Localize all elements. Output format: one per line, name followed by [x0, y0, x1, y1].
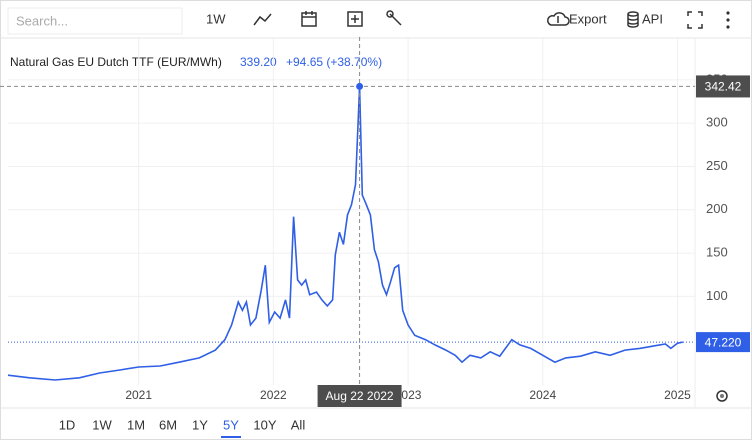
export-icon[interactable] [547, 12, 570, 26]
header-price: 339.20 [240, 55, 277, 69]
symbol-title: Natural Gas EU Dutch TTF (EUR/MWh) [10, 55, 222, 69]
range-button[interactable]: 1Y [192, 417, 208, 432]
x-tick-label: 2024 [529, 388, 556, 402]
search-placeholder[interactable]: Search... [16, 13, 68, 28]
range-button[interactable]: 1W [92, 417, 112, 432]
range-button[interactable]: All [291, 417, 306, 432]
search-box[interactable] [7, 7, 183, 35]
crosshair-point [356, 82, 364, 90]
range-button[interactable]: 10Y [253, 417, 276, 432]
x-tick-label: 2025 [664, 388, 691, 402]
range-button[interactable]: 1D [59, 417, 76, 432]
crosshair-x-badge [317, 385, 402, 407]
chart-type-icon[interactable] [253, 13, 272, 26]
header-change: +94.65 (+38.70%) [286, 55, 382, 69]
crosshair-x-label: Aug 22 2022 [326, 389, 394, 403]
y-tick-label: 100 [706, 288, 728, 303]
y-tick-label: 250 [706, 158, 728, 173]
x-tick-label: 2021 [125, 388, 152, 402]
x-tick-label: 2022 [260, 388, 287, 402]
plot: 2021202220232024202510015020025030035047… [0, 37, 750, 407]
api-button[interactable]: API [642, 11, 663, 26]
range-button[interactable]: 6M [159, 417, 177, 432]
interval-button[interactable]: 1W [206, 11, 226, 26]
range-bar: 1D 1W 1M 6M 1Y 5Y 10Y All [59, 417, 306, 438]
crosshair-y-label: 342.42 [705, 80, 742, 94]
range-button[interactable]: 5Y [223, 417, 239, 432]
calendar-icon[interactable] [301, 11, 317, 27]
range-button[interactable]: 1M [127, 417, 145, 432]
last-price-badge [696, 332, 750, 353]
crosshair-y-badge [696, 75, 750, 98]
export-button[interactable]: Export [569, 11, 607, 26]
y-tick-label: 200 [706, 201, 728, 216]
y-tick-label: 150 [706, 245, 728, 260]
api-icon[interactable] [627, 11, 639, 28]
last-price-label: 47.220 [705, 335, 742, 349]
price-line [7, 86, 684, 381]
menu-icon[interactable] [726, 11, 730, 29]
gear-icon[interactable] [716, 390, 728, 402]
fullscreen-icon[interactable] [687, 11, 703, 29]
y-tick-label: 300 [706, 115, 728, 130]
compare-icon[interactable] [347, 11, 363, 27]
settings-tool-icon[interactable] [386, 10, 402, 26]
